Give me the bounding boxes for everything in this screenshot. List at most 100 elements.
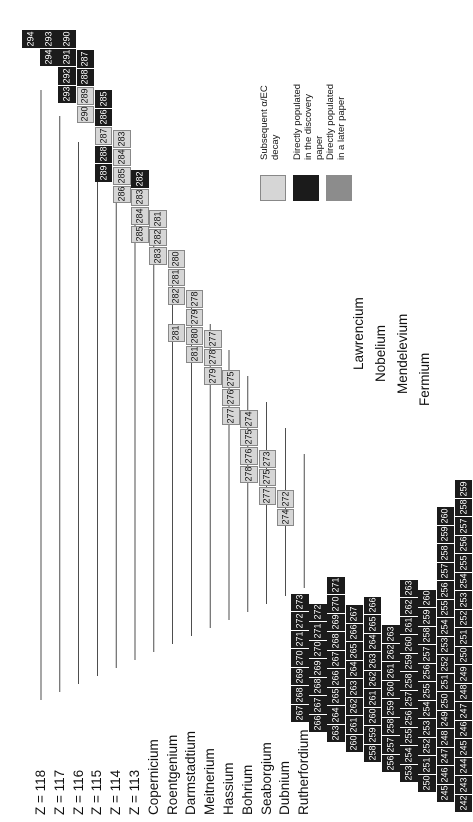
mass-number: 256 <box>385 755 396 771</box>
mass-number: 284 <box>134 208 145 224</box>
mass-number: 289 <box>98 165 109 181</box>
mass-number: 273 <box>294 594 305 610</box>
nuclide-cell: 290 <box>58 30 76 48</box>
mass-number: 245 <box>439 785 450 801</box>
nuclide-cell: 256 <box>418 663 436 681</box>
nuclide-cell: 260 <box>436 507 455 525</box>
nuclide-cell: 263 <box>345 679 364 697</box>
mass-number: 281 <box>152 211 163 227</box>
mass-number: 287 <box>79 51 90 67</box>
mass-number: 262 <box>403 599 414 615</box>
mass-number: 288 <box>98 146 109 162</box>
nuclide-cell: 258 <box>436 544 455 562</box>
mass-number: 282 <box>152 229 163 245</box>
nuclide-cell: 252 <box>454 609 473 627</box>
mass-number: 252 <box>439 656 450 672</box>
mass-number: 252 <box>421 738 432 754</box>
nuclide-cell: 256 <box>436 581 455 599</box>
nuclide-cell: 251 <box>418 756 436 774</box>
mass-number: 242 <box>458 795 469 811</box>
nuclide-cell: 261 <box>382 662 400 680</box>
nuclide-cell: 260 <box>418 589 436 607</box>
nuclide-cell: 247 <box>454 702 473 720</box>
mass-number: 275 <box>261 469 272 485</box>
nuclide-cell: 279 <box>185 308 204 326</box>
mass-number: 272 <box>280 491 291 507</box>
mass-number: 252 <box>458 610 469 626</box>
mass-number: 258 <box>421 627 432 643</box>
row-label-z117: Z = 117 <box>51 769 67 815</box>
mass-number: 261 <box>403 617 414 633</box>
row-label-z118: Z = 118 <box>33 769 48 815</box>
mass-number: 257 <box>458 518 469 534</box>
mass-number: 258 <box>403 673 414 689</box>
nuclide-cell: 281 <box>185 345 204 363</box>
nuclide-cell: 258 <box>400 672 418 690</box>
nuclide-cell: 251 <box>436 673 455 691</box>
element-label-mendelevium: Mendelevium <box>395 313 410 394</box>
nuclide-cell: 260 <box>382 680 400 698</box>
mass-number: 260 <box>403 636 414 652</box>
nuclide-cell: 270 <box>291 649 309 667</box>
mass-number: 278 <box>243 466 254 482</box>
nuclide-cell: 263 <box>363 652 382 670</box>
nuclide-cell: 266 <box>345 623 364 641</box>
nuclide-cell: 275 <box>222 370 240 388</box>
nuclide-cell: 248 <box>436 729 455 747</box>
row-label-hassium: Hassium <box>221 762 236 815</box>
nuclide-cell: 258 <box>382 717 400 735</box>
nuclide-cell: 259 <box>436 525 455 543</box>
mass-number: 256 <box>403 710 414 726</box>
nuclide-cell: 252 <box>418 737 436 755</box>
mass-number: 294 <box>43 49 54 65</box>
nuclide-cell: 270 <box>309 640 327 658</box>
mass-number: 278 <box>189 291 200 307</box>
mass-number: 283 <box>116 131 127 147</box>
nuclide-cell: 294 <box>40 48 58 66</box>
mass-number: 264 <box>330 707 341 723</box>
nuclide-cell: 272 <box>291 612 309 630</box>
nuclide-cell: 260 <box>400 635 418 653</box>
mass-number: 282 <box>134 171 145 187</box>
mass-number: 250 <box>458 647 469 663</box>
mass-number: 293 <box>61 86 72 102</box>
mass-number: 264 <box>348 661 359 677</box>
mass-number: 263 <box>403 580 414 596</box>
nuclide-cell: 256 <box>382 754 400 772</box>
mass-number: 265 <box>330 688 341 704</box>
row-label-z113: Z = 113 <box>127 769 142 815</box>
nuclide-cell: 243 <box>454 776 473 794</box>
mass-number: 253 <box>403 765 414 781</box>
nuclide-cell: 244 <box>454 757 473 775</box>
nuclide-cell: 242 <box>454 794 473 812</box>
nuclide-cell: 263 <box>400 579 418 597</box>
mass-number: 291 <box>61 49 72 65</box>
mass-number: 270 <box>312 641 323 657</box>
mass-number: 266 <box>367 597 378 613</box>
mass-number: 281 <box>189 346 200 362</box>
mass-number: 260 <box>439 508 450 524</box>
mass-number: 270 <box>330 596 341 612</box>
nuclide-cell: 246 <box>454 720 473 738</box>
nuclide-cell: 282 <box>131 170 149 188</box>
legend-label-direct: Directly populated in the discovery pape… <box>292 83 325 160</box>
mass-number: 260 <box>421 590 432 606</box>
nuclide-cell: 256 <box>454 535 473 553</box>
nuclide-cell: 285 <box>131 225 149 243</box>
mass-number: 260 <box>367 708 378 724</box>
nuclide-cell: 267 <box>291 704 309 722</box>
nuclide-cell: 257 <box>400 690 418 708</box>
nuclide-cell: 249 <box>436 710 455 728</box>
mass-number: 263 <box>348 680 359 696</box>
nuclide-cell: 255 <box>454 554 473 572</box>
nuclide-cell: 262 <box>382 643 400 661</box>
nuclide-cell: 288 <box>94 145 113 163</box>
nuclide-cell: 293 <box>40 30 58 48</box>
mass-number: 289 <box>79 88 90 104</box>
nuclide-cell: 264 <box>327 706 345 724</box>
mass-number: 263 <box>330 725 341 741</box>
mass-number: 280 <box>170 251 181 267</box>
mass-number: 256 <box>458 536 469 552</box>
legend-label-later: Directly populated in a later paper <box>325 83 347 160</box>
mass-number: 265 <box>367 616 378 632</box>
